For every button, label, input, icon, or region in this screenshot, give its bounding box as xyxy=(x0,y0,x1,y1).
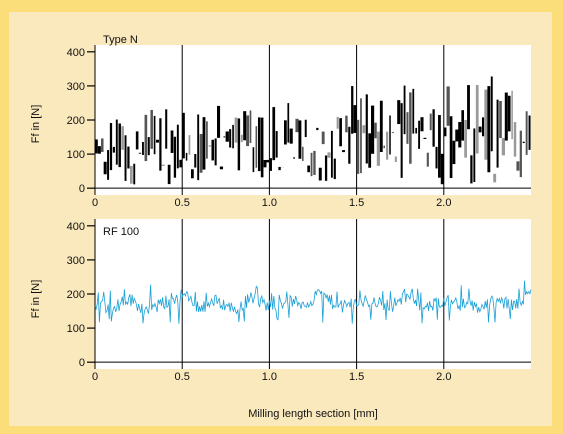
chart-type-n: 0 100 200 300 400 0 0.5 1.0 1.5 2.0 Type N Ff in … xyxy=(30,34,531,209)
ylabel-rf-100: Ff in [N] xyxy=(30,280,42,319)
xlabel-rf-100: Milling length section [mm] xyxy=(248,408,378,420)
axis-type-n: 0 100 200 300 400 0 0.5 1.0 1.5 2.0 xyxy=(67,45,451,209)
grid-rf-100 xyxy=(94,219,531,369)
ytick-label-rf-100-1: 100 xyxy=(67,323,85,335)
title-type-n: Type N xyxy=(103,34,138,46)
series-type-n xyxy=(95,76,531,185)
chart-rf-100: 0 100 200 300 400 0 0.5 1.0 1.5 2.0 RF 100 Ff in … xyxy=(30,219,532,420)
series-rf-100 xyxy=(94,280,532,324)
xtick-label-rf-100-0: 0 xyxy=(92,371,98,383)
ylabel-type-n: Ff in [N] xyxy=(30,105,42,144)
ytick-label-rf-100-2: 200 xyxy=(67,289,85,301)
plot-area-rf-100 xyxy=(95,219,531,369)
line-rf-100 xyxy=(94,280,532,324)
xtick-label-rf-100-3: 1.5 xyxy=(349,371,364,383)
title-rf-100: RF 100 xyxy=(103,226,139,238)
ytick-label-type-n-1: 100 xyxy=(67,149,85,161)
xtick-label-type-n-2: 1.0 xyxy=(262,197,277,209)
figure: 0 100 200 300 400 0 0.5 1.0 1.5 2.0 Type N Ff in … xyxy=(9,12,552,426)
xtick-label-type-n-0: 0 xyxy=(92,197,98,209)
xtick-label-rf-100-2: 1.0 xyxy=(262,371,277,383)
xtick-label-rf-100-1: 0.5 xyxy=(175,371,190,383)
ytick-label-type-n-2: 200 xyxy=(67,115,85,127)
ytick-label-type-n-0: 0 xyxy=(79,183,85,195)
xtick-label-type-n-3: 1.5 xyxy=(349,197,364,209)
chart-svg: 0 100 200 300 400 0 0.5 1.0 1.5 2.0 Type N Ff in … xyxy=(30,34,532,420)
axis-rf-100: 0 100 200 300 400 0 0.5 1.0 1.5 2.0 xyxy=(67,219,451,383)
plot-area-type-n xyxy=(95,45,531,195)
ytick-label-type-n-4: 400 xyxy=(67,47,85,59)
xtick-label-type-n-4: 2.0 xyxy=(436,197,451,209)
xtick-label-type-n-1: 0.5 xyxy=(175,197,190,209)
xtick-label-rf-100-4: 2.0 xyxy=(436,371,451,383)
ytick-label-rf-100-4: 400 xyxy=(67,221,85,233)
ytick-label-rf-100-3: 300 xyxy=(67,255,85,267)
ytick-label-type-n-3: 300 xyxy=(67,81,85,93)
ytick-label-rf-100-0: 0 xyxy=(79,357,85,369)
